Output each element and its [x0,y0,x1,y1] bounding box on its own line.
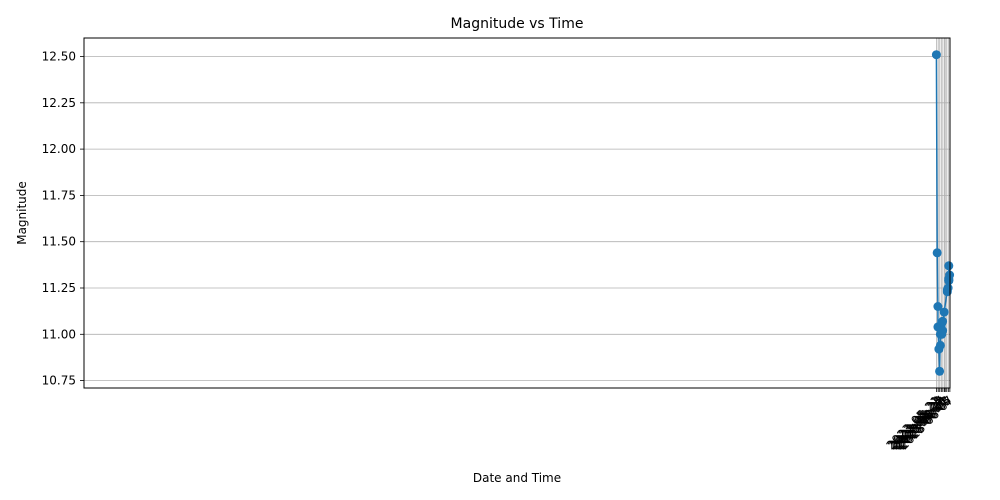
y-tick-label: 12.00 [42,142,76,156]
y-tick-label: 11.25 [42,281,76,295]
y-tick-label: 11.75 [42,188,76,202]
x-axis-label: Date and Time [473,471,561,485]
data-point [939,307,949,317]
y-tick-label: 11.50 [42,235,76,249]
y-tick-label: 12.50 [42,50,76,64]
data-point [931,50,941,60]
y-tick-label: 11.00 [42,327,76,341]
y-axis-label: Magnitude [15,181,29,245]
plot-frame [83,37,951,389]
y-tick-label: 10.75 [42,374,76,388]
chart-title: Magnitude vs Time [451,16,584,32]
data-point [932,248,942,258]
grid-lines [84,38,951,388]
data-point [935,366,945,376]
data-point [938,316,948,326]
data-point [944,261,954,271]
data-point [938,326,948,336]
data-point [933,302,943,311]
data-point [935,340,945,350]
y-axis-ticks: 10.75 11.00 11.25 11.50 11.75 12.00 12.25 12.50 [42,50,84,388]
y-tick-label: 12.25 [42,96,76,110]
